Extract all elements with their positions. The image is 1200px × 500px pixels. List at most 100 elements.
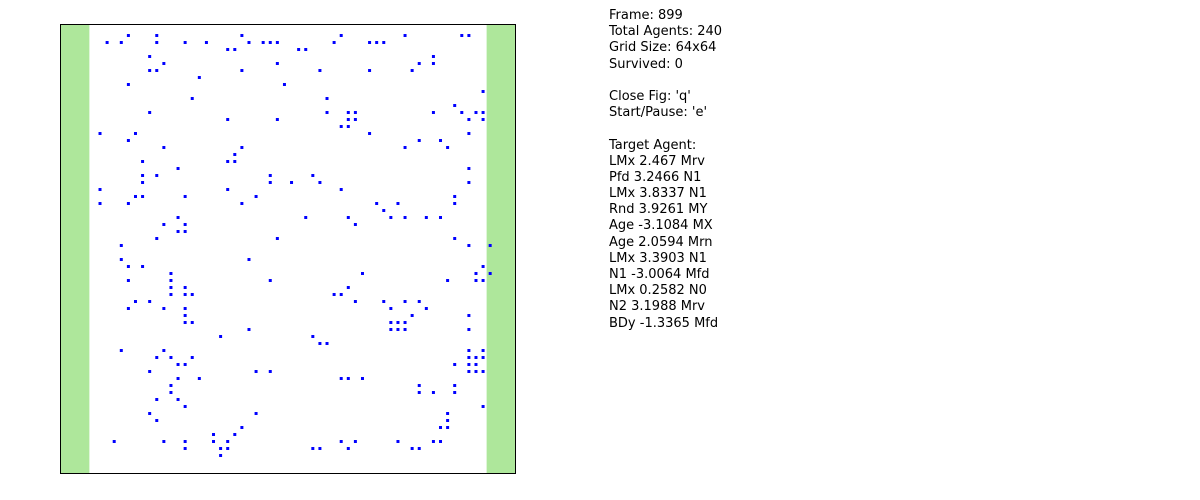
agent-dot <box>446 279 450 282</box>
agent-dot <box>141 160 145 163</box>
agent-dot <box>368 132 372 135</box>
agent-dot <box>275 237 279 240</box>
agent-dot <box>148 69 152 72</box>
agent-dot <box>417 447 421 450</box>
agent-dot <box>126 279 130 282</box>
agent-dot <box>467 167 471 170</box>
agent-dot <box>439 440 443 443</box>
agent-dot <box>304 216 308 219</box>
agent-dot <box>368 69 372 72</box>
agent-dot <box>467 181 471 184</box>
agent-dot <box>254 370 258 373</box>
agent-dot <box>176 216 180 219</box>
agent-dot <box>439 426 443 429</box>
agent-dot <box>460 34 464 37</box>
genome-line: N2 3.1988 Mrv <box>609 299 706 315</box>
agent-dot <box>474 279 478 282</box>
agent-dot <box>368 41 372 44</box>
agent-dot <box>431 62 435 65</box>
agent-dot <box>467 314 471 317</box>
agent-dot <box>169 384 173 387</box>
agent-dot <box>247 258 251 261</box>
agent-dot <box>403 300 407 303</box>
agent-dot <box>126 139 130 142</box>
agent-dot <box>183 41 187 44</box>
agent-dot <box>311 447 315 450</box>
genome-line: LMx 3.8337 N1 <box>609 186 707 202</box>
agent-dot <box>439 139 443 142</box>
agent-dot <box>126 265 130 268</box>
agent-dot <box>439 216 443 219</box>
agent-dot <box>155 69 159 72</box>
agent-dot <box>162 146 166 149</box>
agent-dot <box>339 293 343 296</box>
agent-dot <box>183 223 187 226</box>
agent-dot <box>183 314 187 317</box>
agent-dot <box>126 34 130 37</box>
agent-dot <box>453 391 457 394</box>
agent-dot <box>453 237 457 240</box>
agent-dot <box>339 188 343 191</box>
agent-dot <box>119 41 123 44</box>
agent-dot <box>332 41 336 44</box>
agent-dot <box>183 321 187 324</box>
genome-line: Age -3.1084 MX <box>609 218 713 234</box>
agent-dot <box>240 146 244 149</box>
agent-dot <box>155 41 159 44</box>
genome-line: Pfd 3.2466 N1 <box>609 169 702 185</box>
agent-dot <box>396 321 400 324</box>
agent-dot <box>275 41 279 44</box>
agent-dot <box>318 447 322 450</box>
agent-dot <box>318 342 322 345</box>
agent-dot <box>403 328 407 331</box>
agent-dot <box>233 160 237 163</box>
agent-dot <box>240 34 244 37</box>
agent-dot <box>162 307 166 310</box>
genome-line: BDy -1.3365 Mfd <box>609 315 719 331</box>
grid-canvas <box>61 25 515 473</box>
agent-dot <box>268 181 272 184</box>
agent-dot <box>275 62 279 65</box>
agent-dot <box>169 279 173 282</box>
agent-dot <box>169 391 173 394</box>
agent-dot <box>453 104 457 107</box>
agent-dot <box>353 300 357 303</box>
agent-dot <box>474 370 478 373</box>
agent-dot <box>176 398 180 401</box>
agent-dot <box>219 454 223 457</box>
agent-dot <box>155 237 159 240</box>
agent-dot <box>446 426 450 429</box>
agent-dot <box>254 195 258 198</box>
agent-dot <box>119 244 123 247</box>
genome-line: Age 2.0594 Mrn <box>609 234 713 250</box>
agent-dot <box>481 111 485 114</box>
agent-dot <box>481 265 485 268</box>
safe-zone-left <box>61 25 90 473</box>
agent-dot <box>403 321 407 324</box>
genome-line: N1 -3.0064 Mfd <box>609 267 710 282</box>
agent-dot <box>325 111 329 114</box>
frame-counter: Frame: 899 <box>609 8 683 23</box>
agent-dot <box>360 272 364 275</box>
agent-dot <box>190 356 194 359</box>
agent-dot <box>197 76 201 79</box>
agent-dot <box>112 440 116 443</box>
agent-dot <box>226 48 230 51</box>
agent-dot <box>148 111 152 114</box>
agent-dot <box>183 447 187 450</box>
agent-dot <box>190 293 194 296</box>
agent-dot <box>98 132 102 135</box>
agent-dot <box>346 447 350 450</box>
agent-dot <box>339 34 343 37</box>
agent-dot <box>190 97 194 100</box>
agent-dot <box>403 146 407 149</box>
agent-dot <box>169 286 173 289</box>
agent-dot <box>481 405 485 408</box>
agent-dot <box>240 202 244 205</box>
agent-dot <box>275 118 279 121</box>
agent-dot <box>240 426 244 429</box>
agent-dot <box>389 328 393 331</box>
agent-dot <box>261 41 265 44</box>
start-pause-hint: Start/Pause: 'e' <box>609 105 708 121</box>
spacer <box>609 73 722 89</box>
